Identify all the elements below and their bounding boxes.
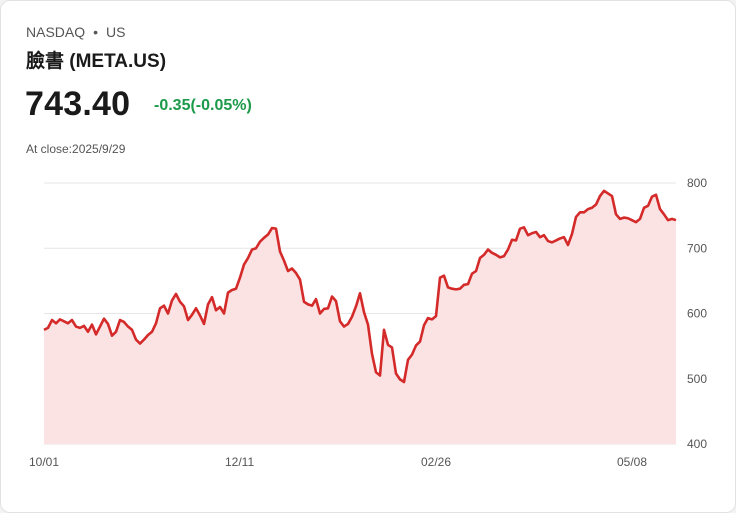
exchange-line: NASDAQ • US: [26, 24, 125, 40]
close-date: At close:2025/9/29: [26, 142, 126, 156]
price-change: -0.35(-0.05%): [154, 97, 252, 114]
y-tick-label: 600: [687, 307, 707, 321]
y-tick-label: 800: [687, 176, 707, 190]
separator-dot: •: [93, 24, 99, 40]
region-name: US: [106, 24, 126, 40]
y-tick-label: 500: [687, 372, 707, 386]
y-tick-label: 700: [687, 241, 707, 255]
price-area: [44, 190, 676, 444]
x-tick-label: 10/01: [29, 455, 59, 469]
price-line: [43, 189, 677, 384]
stock-title: 臉書 (META.US): [26, 51, 167, 72]
x-tick-label: 02/26: [421, 455, 451, 469]
exchange-name: NASDAQ: [26, 24, 86, 40]
current-price: 743.40: [25, 85, 131, 123]
x-tick-label: 12/11: [225, 455, 254, 469]
y-tick-label: 400: [687, 437, 707, 451]
x-tick-label: 05/08: [617, 455, 647, 469]
y-axis-labels: 800 700 600 500 400: [687, 176, 707, 451]
